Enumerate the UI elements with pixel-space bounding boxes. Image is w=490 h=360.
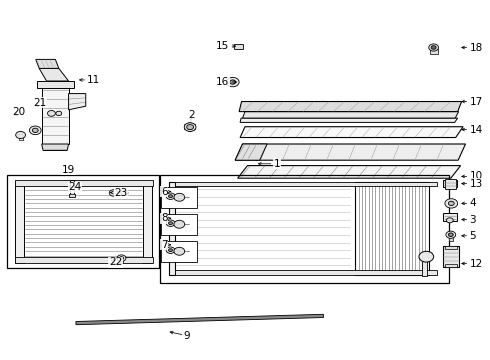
Bar (445, 246, 457, 249)
Circle shape (166, 193, 175, 199)
Text: 17: 17 (469, 96, 483, 107)
Bar (175, 182, 437, 186)
Circle shape (56, 111, 62, 116)
Circle shape (448, 233, 453, 237)
Text: 20: 20 (12, 107, 25, 117)
Text: 2: 2 (188, 110, 195, 120)
Text: 9: 9 (183, 330, 190, 341)
Polygon shape (235, 144, 267, 160)
Circle shape (120, 257, 123, 260)
Text: 3: 3 (469, 215, 476, 225)
Bar (355, 182, 429, 275)
Text: 18: 18 (469, 42, 483, 53)
Circle shape (174, 220, 185, 228)
Bar (161, 214, 197, 235)
Text: 21: 21 (33, 98, 47, 108)
Circle shape (117, 255, 126, 261)
Bar (422, 257, 427, 276)
Circle shape (166, 247, 175, 253)
Circle shape (121, 190, 128, 195)
Polygon shape (240, 118, 458, 122)
Polygon shape (76, 314, 323, 325)
Polygon shape (36, 59, 59, 68)
Bar (234, 44, 243, 49)
Bar (169, 182, 175, 275)
Bar (430, 49, 438, 54)
Bar (445, 264, 457, 267)
Circle shape (169, 222, 172, 225)
Bar (143, 181, 152, 263)
Circle shape (419, 251, 434, 262)
Polygon shape (235, 144, 466, 160)
Circle shape (429, 44, 439, 51)
Circle shape (29, 126, 41, 135)
Text: 16: 16 (216, 77, 229, 87)
Bar (161, 187, 197, 208)
Bar (445, 179, 456, 189)
Circle shape (446, 231, 456, 238)
Polygon shape (42, 144, 69, 150)
Text: 19: 19 (62, 165, 75, 175)
Bar (15, 181, 24, 263)
Bar (120, 258, 123, 263)
Circle shape (32, 128, 38, 132)
Polygon shape (239, 102, 462, 112)
Bar (443, 246, 459, 267)
Text: 8: 8 (161, 213, 168, 223)
Polygon shape (240, 127, 463, 138)
Circle shape (169, 195, 172, 198)
Circle shape (174, 247, 185, 255)
Polygon shape (238, 166, 461, 178)
Text: 1: 1 (273, 159, 280, 169)
Polygon shape (37, 81, 74, 88)
Bar (161, 241, 197, 262)
Bar (175, 270, 437, 275)
Text: 4: 4 (469, 198, 476, 208)
Circle shape (230, 80, 236, 84)
Circle shape (166, 220, 175, 226)
Polygon shape (69, 94, 86, 110)
Polygon shape (185, 122, 196, 132)
Polygon shape (39, 68, 69, 81)
Polygon shape (443, 213, 457, 221)
Bar (7, 175, 159, 268)
Text: 22: 22 (109, 257, 122, 267)
Bar (69, 194, 75, 197)
Circle shape (169, 249, 172, 252)
Circle shape (174, 193, 185, 201)
Circle shape (446, 218, 453, 223)
Text: 15: 15 (216, 41, 229, 51)
Polygon shape (243, 112, 459, 118)
Text: 12: 12 (469, 258, 483, 269)
Circle shape (109, 190, 118, 196)
Bar (15, 257, 153, 263)
Circle shape (187, 125, 194, 130)
Text: 24: 24 (69, 182, 82, 192)
Text: 14: 14 (469, 125, 483, 135)
Text: 10: 10 (469, 171, 483, 181)
Circle shape (448, 201, 454, 206)
Text: 11: 11 (87, 75, 100, 85)
Circle shape (431, 46, 436, 49)
Text: 6: 6 (161, 186, 168, 197)
Text: 23: 23 (115, 188, 128, 198)
Circle shape (445, 199, 458, 208)
Circle shape (184, 123, 196, 131)
Text: 13: 13 (469, 179, 483, 189)
Text: 5: 5 (469, 231, 476, 241)
Circle shape (48, 111, 55, 116)
Bar (443, 180, 457, 187)
Bar (70, 180, 74, 195)
Bar (114, 191, 126, 195)
Bar (15, 180, 153, 186)
Circle shape (16, 131, 25, 139)
Polygon shape (42, 81, 69, 144)
Bar (160, 175, 449, 283)
Circle shape (226, 77, 239, 87)
Bar (19, 135, 23, 140)
Text: 7: 7 (161, 240, 168, 250)
Bar (449, 235, 453, 241)
